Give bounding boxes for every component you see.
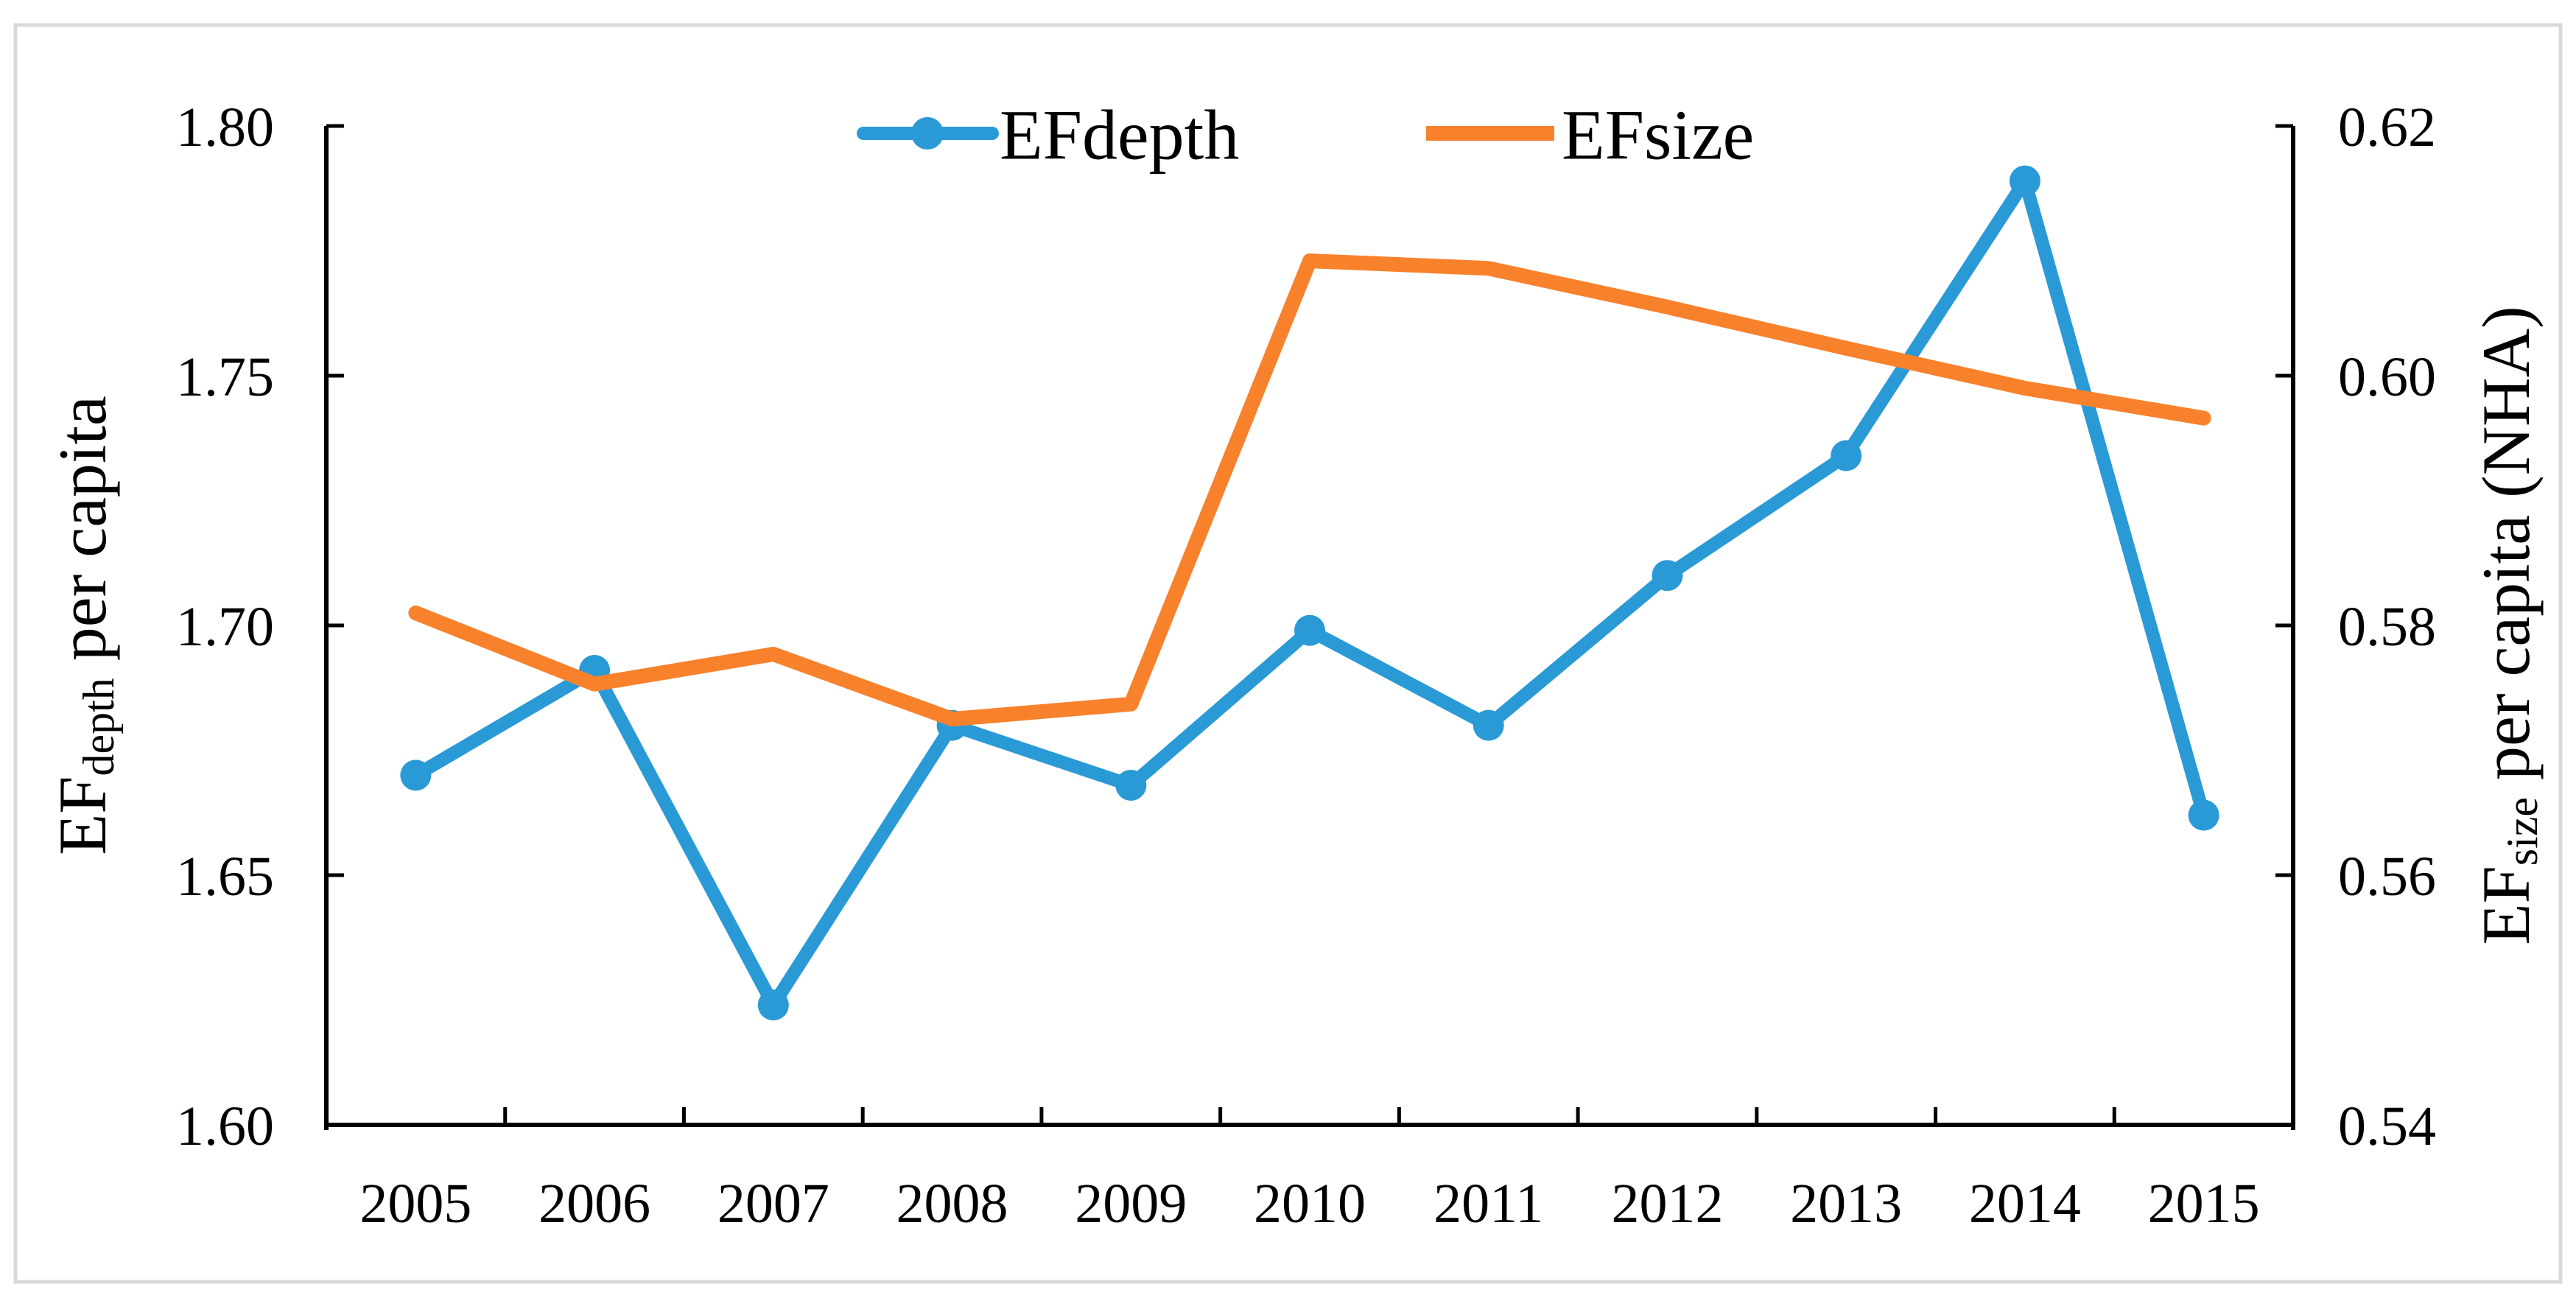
figure-border bbox=[13, 23, 2563, 1284]
legend-label-efsize: EFsize bbox=[1562, 96, 1754, 175]
efdepth-data-point bbox=[1294, 614, 1325, 646]
efdepth-data-point bbox=[1652, 560, 1683, 592]
legend: EFdepth EFsize bbox=[857, 96, 1754, 175]
x-axis-label: 2011 bbox=[1433, 1173, 1543, 1235]
y-axis-right-tick-label: 0.58 bbox=[2338, 596, 2436, 658]
y-axis-left-tick-label: 1.65 bbox=[176, 846, 274, 908]
x-axis-label: 2006 bbox=[538, 1173, 650, 1235]
x-axis-label: 2005 bbox=[359, 1173, 471, 1235]
y-axis-left-tick-label: 1.80 bbox=[176, 97, 274, 158]
legend-item-efsize: EFsize bbox=[1426, 96, 1754, 175]
legend-item-efdepth: EFdepth bbox=[857, 96, 1239, 175]
right-axis-title: EFsize per capita (NHA) bbox=[2468, 306, 2547, 944]
legend-label-efdepth: EFdepth bbox=[1000, 96, 1239, 175]
x-axis-label: 2007 bbox=[717, 1173, 829, 1235]
y-axis-left-tick-label: 1.75 bbox=[176, 346, 274, 408]
left-axis-title: EFdepth per capita bbox=[45, 396, 123, 855]
efdepth-data-point bbox=[757, 989, 789, 1021]
y-axis-right-tick-label: 0.62 bbox=[2338, 97, 2436, 158]
y-axis-right-tick-label: 0.54 bbox=[2338, 1095, 2436, 1157]
x-axis-label: 2008 bbox=[896, 1173, 1008, 1235]
efdepth-data-point bbox=[1831, 440, 1862, 471]
x-axis-label: 2012 bbox=[1611, 1173, 1723, 1235]
x-axis-label: 2010 bbox=[1254, 1173, 1366, 1235]
x-axis-label: 2014 bbox=[1969, 1173, 2081, 1235]
plot-area: 1.60 1.65 1.70 1.75 1.80 0.54 0.56 0.58 0.60 0.62… bbox=[176, 97, 2436, 1235]
efdepth-legend-marker-icon bbox=[911, 117, 944, 150]
y-axis-right-tick-label: 0.56 bbox=[2338, 846, 2436, 908]
efdepth-data-point bbox=[400, 759, 432, 791]
x-axis-label: 2009 bbox=[1075, 1173, 1187, 1235]
x-axis-label: 2015 bbox=[2148, 1173, 2260, 1235]
efdepth-data-point bbox=[2009, 165, 2040, 197]
x-axis-label: 2013 bbox=[1790, 1173, 1902, 1235]
efdepth-data-point bbox=[1473, 709, 1504, 741]
efdepth-data-point bbox=[1115, 769, 1147, 801]
efdepth-data-point bbox=[2188, 799, 2219, 831]
y-axis-right-tick-label: 0.60 bbox=[2338, 346, 2436, 408]
efsize-series-line bbox=[408, 253, 2211, 727]
y-axis-left-tick-label: 1.70 bbox=[176, 596, 274, 658]
efdepth-series-line bbox=[409, 174, 2211, 1012]
y-axis-left-tick-label: 1.60 bbox=[176, 1095, 274, 1157]
